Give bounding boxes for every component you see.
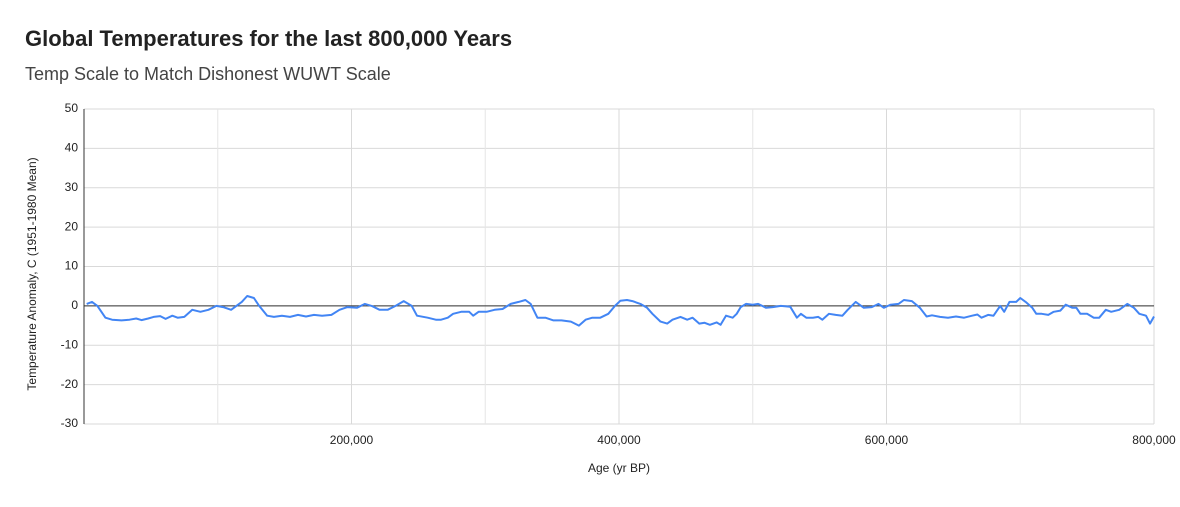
x-tick-label: 600,000: [865, 433, 909, 447]
y-tick-label: -10: [61, 337, 79, 351]
x-axis-label: Age (yr BP): [588, 461, 650, 475]
y-tick-label: 40: [65, 141, 79, 155]
chart-title: Global Temperatures for the last 800,000…: [25, 26, 512, 51]
x-tick-label: 800,000: [1132, 433, 1176, 447]
y-tick-label: 50: [65, 101, 79, 115]
x-tick-label: 400,000: [597, 433, 641, 447]
y-tick-label: 0: [71, 298, 78, 312]
x-tick-label: 200,000: [330, 433, 374, 447]
y-tick-label: -20: [61, 377, 79, 391]
y-axis-label: Temperature Anomaly, C (1951-1980 Mean): [25, 157, 39, 390]
y-tick-label: 20: [65, 219, 79, 233]
y-tick-label: 10: [65, 259, 79, 273]
chart-subtitle: Temp Scale to Match Dishonest WUWT Scale: [25, 64, 391, 84]
y-tick-label: -30: [61, 416, 79, 430]
data-line: [86, 295, 1155, 327]
y-tick-label: 30: [65, 180, 79, 194]
